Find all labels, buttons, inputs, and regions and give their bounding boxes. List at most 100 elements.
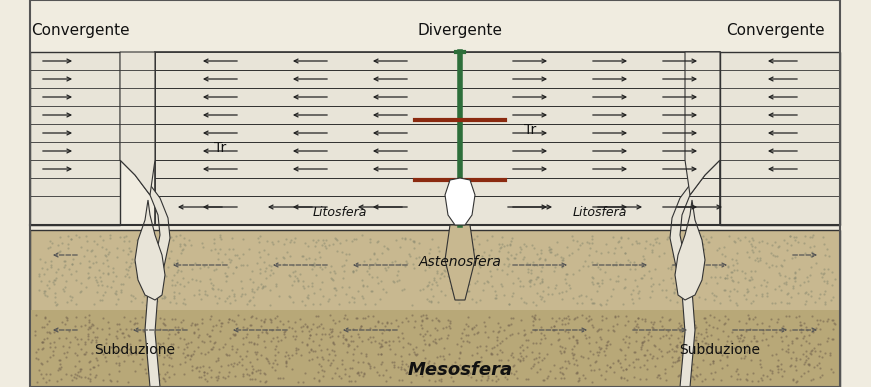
Point [188, 321, 202, 327]
Point [803, 350, 817, 356]
Point [634, 346, 648, 352]
Point [621, 235, 635, 241]
Point [249, 286, 263, 292]
Point [401, 340, 415, 346]
Point [571, 300, 584, 306]
Point [255, 285, 269, 291]
Point [627, 365, 641, 371]
Point [354, 232, 368, 238]
Point [361, 313, 375, 319]
Point [376, 286, 390, 292]
Point [446, 367, 460, 373]
Point [820, 246, 834, 252]
Point [530, 289, 544, 296]
Point [52, 365, 66, 372]
Point [593, 301, 607, 308]
Point [197, 372, 211, 378]
Point [30, 378, 44, 385]
Point [105, 378, 118, 384]
Point [585, 378, 599, 385]
Point [352, 372, 366, 378]
Point [370, 274, 384, 280]
Point [167, 293, 181, 299]
Point [198, 288, 212, 294]
Point [493, 347, 507, 353]
Point [50, 269, 64, 276]
Point [804, 253, 818, 259]
Point [52, 357, 66, 363]
Point [737, 292, 751, 298]
Point [488, 288, 502, 294]
Point [703, 312, 717, 318]
Point [373, 344, 387, 350]
Point [124, 325, 138, 332]
Point [676, 258, 690, 264]
Point [236, 335, 250, 341]
Point [509, 255, 523, 262]
Point [784, 242, 798, 248]
Point [98, 336, 112, 342]
Point [495, 357, 509, 363]
Point [226, 287, 240, 293]
Point [203, 337, 217, 344]
Point [136, 356, 150, 362]
Point [645, 288, 658, 294]
Point [763, 376, 777, 382]
Point [531, 274, 545, 280]
Point [768, 286, 782, 293]
Point [326, 317, 340, 323]
Point [528, 262, 542, 269]
Point [250, 260, 264, 266]
Point [463, 281, 476, 287]
Point [148, 298, 162, 304]
Point [585, 300, 599, 307]
Point [748, 244, 762, 250]
Point [287, 239, 300, 245]
Point [481, 375, 495, 381]
Point [720, 338, 734, 344]
Point [221, 369, 235, 375]
Point [121, 352, 135, 358]
Point [538, 335, 552, 341]
Point [593, 346, 607, 352]
Point [360, 267, 374, 274]
Point [288, 319, 302, 325]
Point [175, 324, 189, 330]
Point [780, 240, 793, 246]
Point [555, 257, 569, 264]
Point [606, 262, 620, 268]
Point [300, 295, 314, 301]
Point [776, 323, 790, 329]
Point [282, 293, 296, 299]
Point [391, 363, 405, 370]
Point [798, 250, 812, 256]
Point [55, 272, 69, 278]
Point [574, 353, 588, 359]
Point [207, 246, 221, 252]
Point [413, 287, 427, 293]
Point [132, 337, 146, 343]
Point [39, 335, 53, 341]
Point [827, 320, 841, 326]
Point [264, 338, 278, 344]
Point [249, 351, 263, 358]
Point [467, 324, 481, 330]
Point [171, 267, 185, 273]
Point [590, 349, 604, 355]
Point [381, 264, 395, 270]
Point [504, 252, 518, 258]
Point [270, 313, 284, 319]
Point [770, 363, 784, 370]
Point [354, 369, 368, 375]
Point [594, 345, 608, 351]
Point [230, 252, 244, 259]
Point [598, 342, 612, 348]
Point [97, 236, 111, 243]
Point [151, 286, 165, 292]
Point [774, 361, 788, 367]
Point [191, 334, 205, 340]
Point [666, 279, 680, 286]
Point [584, 300, 598, 307]
Point [753, 257, 767, 263]
Point [369, 255, 383, 262]
